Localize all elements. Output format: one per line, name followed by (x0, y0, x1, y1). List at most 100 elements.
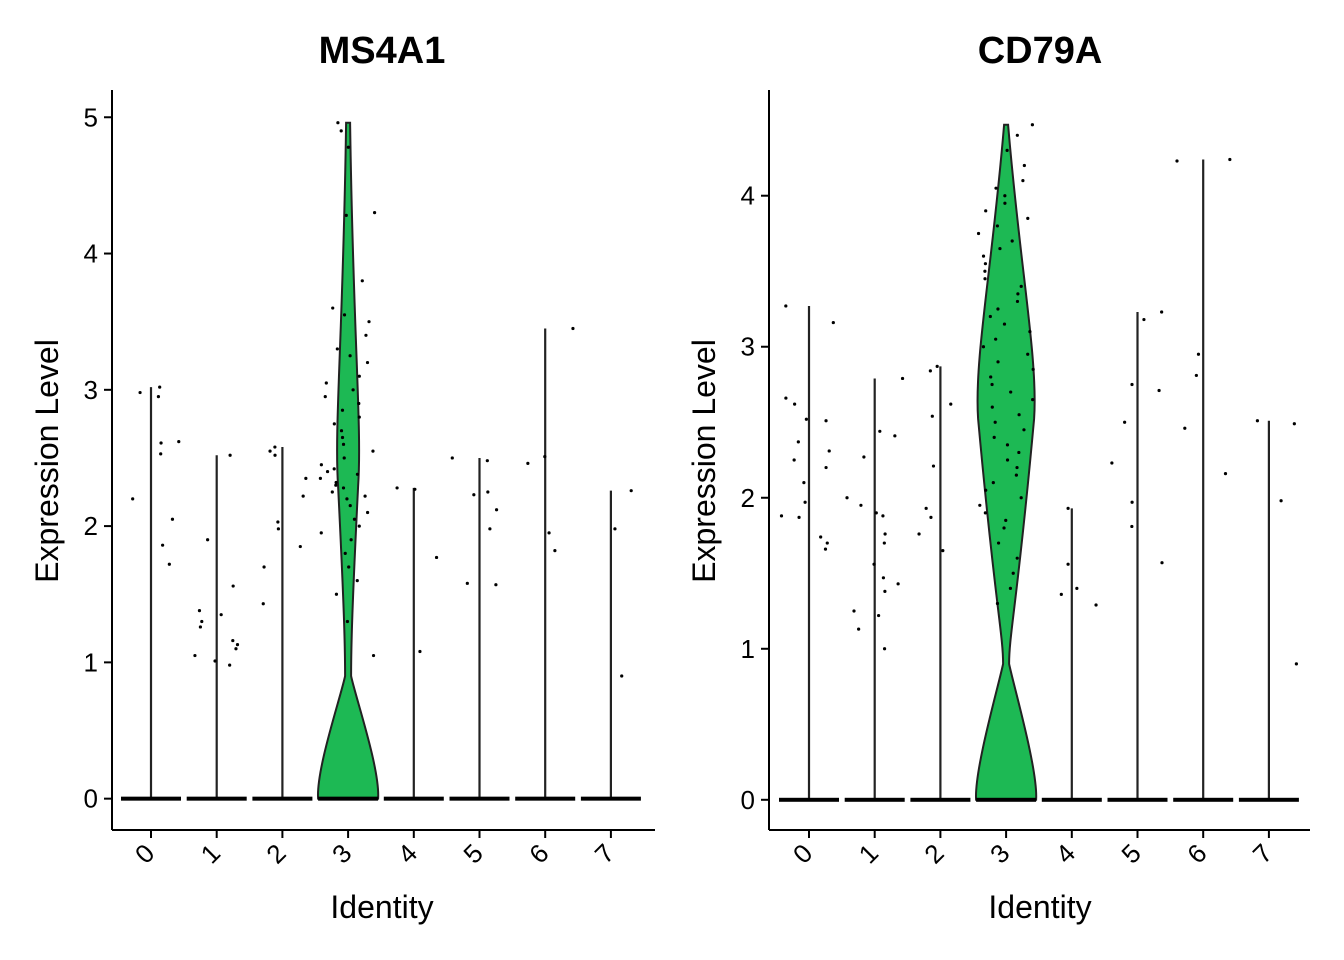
data-point (1130, 382, 1134, 387)
y-tick-label: 1 (84, 647, 98, 677)
data-point (348, 504, 352, 508)
zero-points-band (1238, 797, 1299, 802)
zero-points-band (1107, 797, 1168, 802)
data-point (1005, 458, 1010, 462)
y-tick-label: 3 (84, 375, 98, 405)
data-point (206, 538, 210, 542)
x-tick-label: 1 (853, 838, 884, 869)
data-point (1011, 571, 1015, 575)
data-point (335, 347, 339, 351)
data-point (996, 360, 1000, 364)
data-point (355, 579, 359, 583)
data-point (984, 209, 988, 213)
data-point (1130, 524, 1134, 529)
data-point (324, 381, 328, 385)
data-point (802, 481, 806, 485)
data-point (1009, 390, 1013, 394)
data-point (1066, 506, 1070, 510)
x-tick-label: 2 (260, 838, 291, 869)
x-tick-label: 6 (1181, 838, 1212, 869)
y-tick-label: 2 (84, 511, 98, 541)
data-point (792, 458, 796, 462)
data-point (613, 527, 617, 531)
data-point (983, 277, 987, 281)
data-point (882, 647, 887, 651)
data-point (543, 454, 547, 459)
data-point (1130, 500, 1134, 504)
data-point (992, 435, 996, 439)
data-point (1005, 148, 1009, 153)
data-point (334, 483, 338, 487)
y-axis-label-cd79a: Expression Level (686, 339, 722, 583)
data-point (331, 306, 335, 310)
data-point (1031, 367, 1035, 371)
data-point (273, 445, 277, 449)
data-point (357, 524, 361, 528)
data-point (198, 625, 203, 629)
data-point (345, 497, 349, 501)
x-tick-label: 5 (1115, 838, 1146, 869)
data-point (485, 459, 489, 463)
y-tick-label: 0 (741, 785, 755, 815)
data-point (981, 254, 986, 258)
data-point (779, 514, 784, 518)
data-point (231, 584, 235, 588)
panel-title-ms4a1: MS4A1 (319, 30, 446, 72)
data-point (170, 517, 175, 521)
data-point (1196, 352, 1201, 356)
data-point (138, 390, 142, 395)
data-point (156, 395, 161, 399)
data-point (872, 562, 876, 566)
data-point (357, 415, 361, 419)
x-tick-label: 2 (918, 838, 949, 869)
data-point (996, 307, 1000, 311)
x-tick-label: 4 (1050, 838, 1081, 869)
data-point (346, 145, 350, 149)
violin-body (317, 121, 380, 800)
data-point (941, 549, 945, 553)
data-point (983, 269, 987, 273)
data-point (344, 213, 348, 217)
data-point (824, 419, 828, 423)
data-point (1017, 450, 1021, 455)
data-point (332, 422, 336, 426)
x-tick-label: 5 (457, 838, 488, 869)
data-point (803, 500, 807, 504)
data-point (348, 354, 352, 358)
data-point (1017, 413, 1021, 417)
zero-points-band (910, 797, 971, 802)
data-point (159, 452, 163, 456)
data-point (341, 442, 346, 446)
data-point (341, 486, 346, 490)
data-point (332, 467, 336, 471)
data-point (571, 326, 575, 331)
x-tick-label: 7 (1247, 838, 1278, 869)
data-point (1019, 496, 1023, 500)
data-point (159, 441, 163, 445)
panel-cd79a: CD79A Expression Level Identity 0 1 2 3 4 0 1 2… (686, 30, 1310, 925)
data-point (319, 531, 323, 535)
data-point (988, 314, 992, 319)
data-point (1015, 465, 1019, 470)
y-axis-label-ms4a1: Expression Level (29, 339, 65, 583)
data-point (526, 461, 530, 466)
data-point (434, 555, 439, 560)
data-point (365, 360, 370, 365)
zero-points-band (449, 796, 510, 801)
data-point (1022, 163, 1026, 168)
data-point (896, 582, 900, 586)
data-point (418, 649, 422, 654)
data-point (472, 493, 476, 497)
data-point (998, 246, 1002, 251)
data-point (1015, 556, 1019, 560)
data-point (1279, 499, 1283, 503)
data-point (349, 538, 353, 542)
data-point (1223, 471, 1228, 476)
data-point (276, 520, 280, 524)
zero-points-band (844, 797, 905, 802)
data-point (371, 653, 376, 658)
data-point (1003, 194, 1007, 198)
data-point (990, 405, 994, 409)
data-point (450, 456, 454, 460)
y-tick-label: 0 (84, 784, 98, 814)
